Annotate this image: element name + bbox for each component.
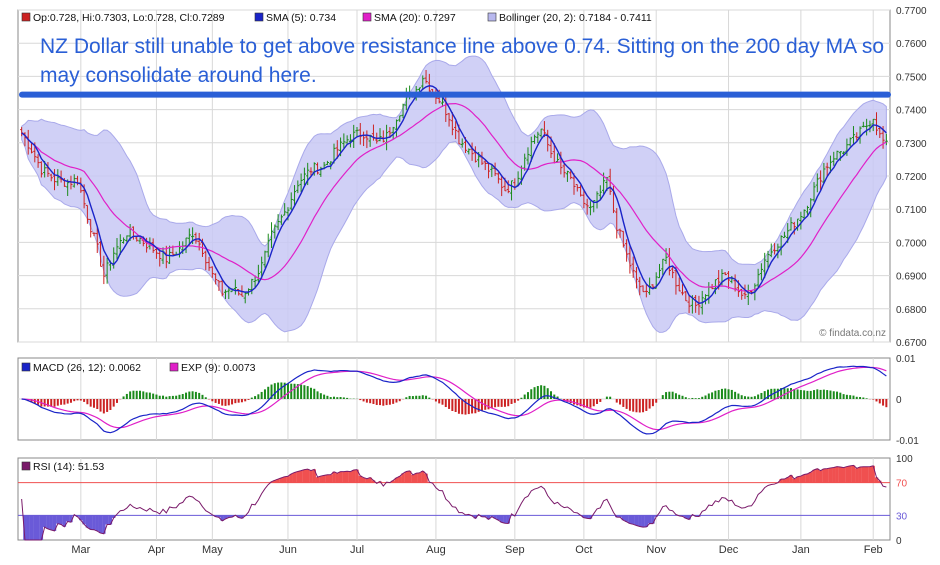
price-tick-label: 0.7700	[896, 6, 927, 17]
price-tick-label: 0.6700	[896, 338, 927, 349]
rsi-tick-label: 0	[896, 536, 902, 547]
price-legend-label: Op:0.728, Hi:0.7303, Lo:0.728, Cl:0.7289	[33, 12, 225, 24]
rsi-legend-label: RSI (14): 51.53	[33, 461, 104, 473]
macd-legend-swatch	[169, 362, 179, 372]
x-tick-label: Apr	[148, 544, 165, 556]
price-legend-label: SMA (5): 0.734	[266, 12, 336, 24]
x-tick-label: Nov	[646, 544, 666, 556]
macd-legend-swatch	[21, 362, 31, 372]
price-tick-label: 0.7500	[896, 72, 927, 83]
x-tick-label: Mar	[71, 544, 90, 556]
macd-tick-label: 0	[896, 395, 902, 406]
price-tick-label: 0.7600	[896, 39, 927, 50]
rsi-tick-label: 70	[896, 479, 908, 490]
rsi-line	[21, 464, 887, 541]
macd-signal-line	[21, 366, 887, 431]
macd-legend-label: EXP (9): 0.0073	[181, 362, 256, 374]
macd-line	[21, 365, 887, 435]
x-tick-label: May	[202, 544, 223, 556]
x-tick-label: Feb	[864, 544, 883, 556]
x-tick-label: Sep	[505, 544, 525, 556]
rsi-legend-swatch	[21, 461, 31, 471]
x-tick-label: Jan	[792, 544, 810, 556]
x-tick-label: Oct	[575, 544, 592, 556]
price-tick-label: 0.6900	[896, 272, 927, 283]
price-legend-swatch	[254, 12, 264, 22]
price-legend-swatch	[21, 12, 31, 22]
price-legend-label: Bollinger (20, 2): 0.7184 - 0.7411	[499, 12, 652, 24]
bollinger-band	[21, 55, 887, 333]
watermark: © findata.co.nz	[819, 328, 886, 339]
x-tick-label: Jul	[350, 544, 364, 556]
sma5-line	[21, 85, 887, 305]
rsi-tick-label: 100	[896, 454, 913, 465]
sma20-line	[21, 102, 887, 292]
rsi-tick-label: 30	[896, 511, 908, 522]
price-tick-label: 0.7300	[896, 139, 927, 150]
macd-tick-label: -0.01	[896, 436, 919, 447]
x-tick-label: Jun	[279, 544, 297, 556]
price-tick-label: 0.7200	[896, 172, 927, 183]
x-tick-label: Aug	[426, 544, 446, 556]
price-tick-label: 0.7400	[896, 106, 927, 117]
price-legend-swatch	[362, 12, 372, 22]
price-legend-label: SMA (20): 0.7297	[374, 12, 456, 24]
rsi-panel-frame	[17, 457, 891, 541]
price-tick-label: 0.7000	[896, 238, 927, 249]
price-legend-swatch	[487, 12, 497, 22]
price-tick-label: 0.6800	[896, 305, 927, 316]
macd-tick-label: 0.01	[896, 354, 916, 365]
macd-legend-label: MACD (26, 12): 0.0062	[33, 362, 141, 374]
x-tick-label: Dec	[719, 544, 739, 556]
price-tick-label: 0.7100	[896, 205, 927, 216]
